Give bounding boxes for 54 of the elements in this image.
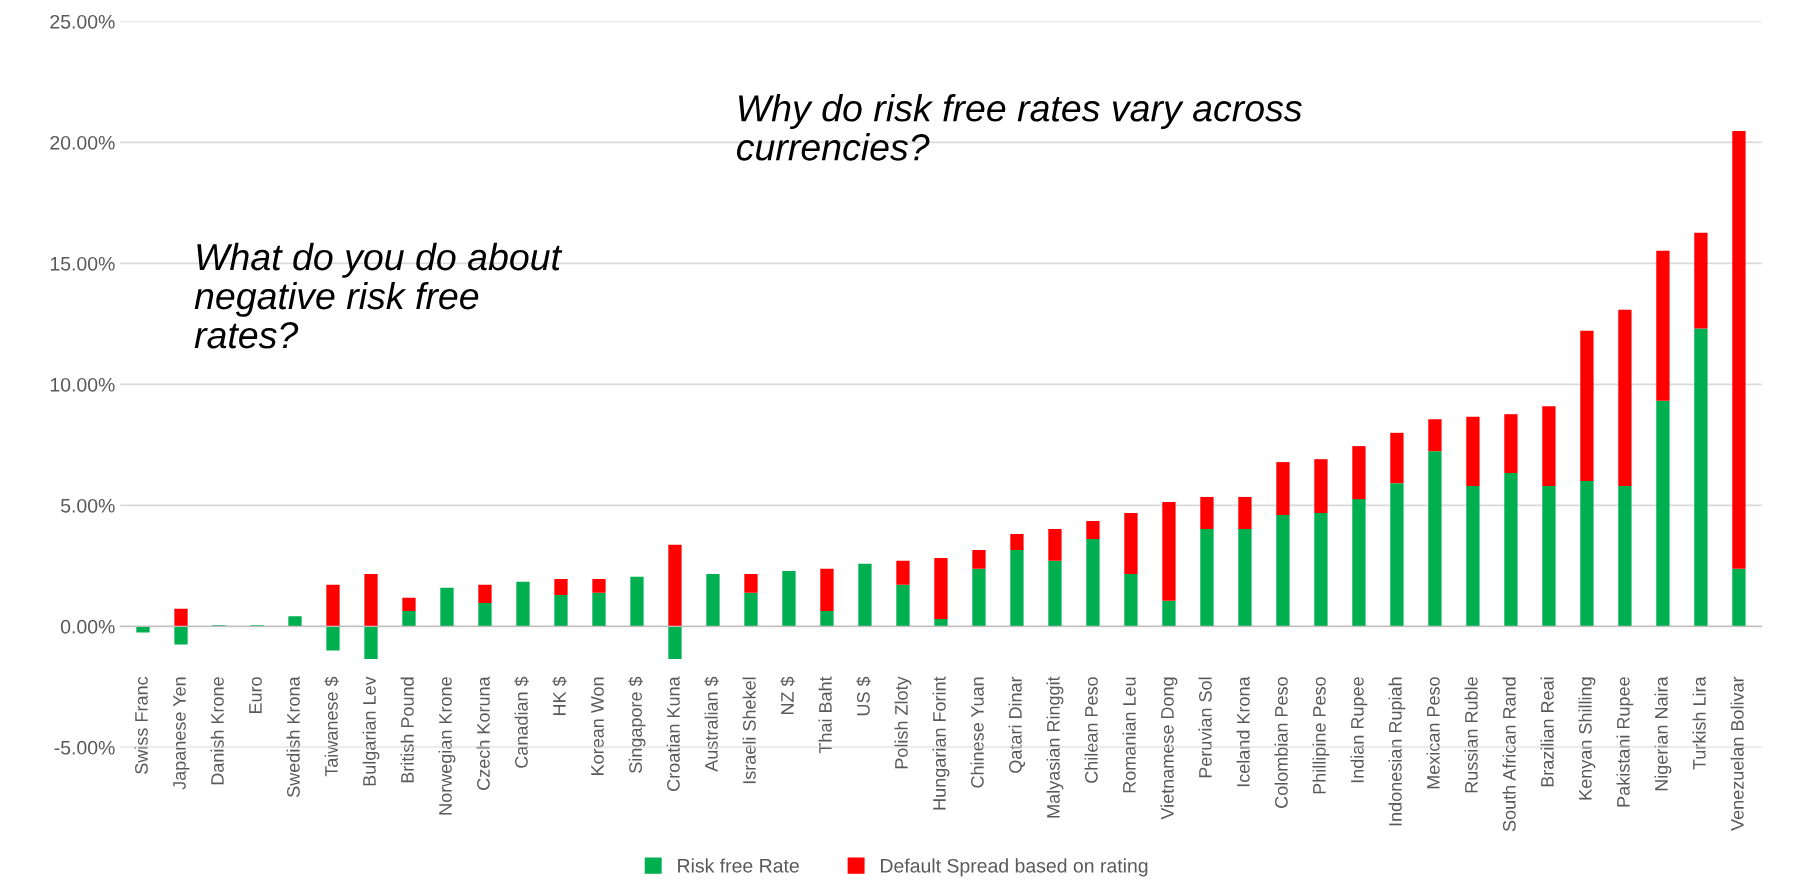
annotation: Why do risk free rates vary across currencies? (736, 94, 1302, 161)
x-tick-label: Iceland Krona (1236, 676, 1250, 787)
y-tick-label: 5.00% (60, 498, 115, 513)
annotation: What do you do about negative risk free rates? (194, 242, 563, 349)
x-tick-label: Croatian Kuna (666, 676, 680, 791)
x-tick-label: Nigerian Naira (1654, 676, 1672, 791)
x-tick-label: Kenyan Shilling (1578, 677, 1596, 800)
x-tick-label: Euro (249, 677, 262, 714)
y-tick-label: 0.00% (60, 619, 115, 634)
x-tick-label: Australian $ (704, 676, 719, 772)
x-tick-label: Venezuelan Bolivar (1730, 676, 1744, 831)
x-tick-label: Indian Rupee (1350, 677, 1368, 783)
x-tick-label: Swedish Krona (286, 676, 300, 798)
x-tick-label: Vietnamese Dong (1160, 677, 1178, 820)
x-tick-label: Thai Baht (818, 676, 832, 754)
x-tick-label: US $ (856, 676, 871, 716)
y-tick-label: 20.00% (50, 135, 115, 150)
x-tick-label: Canadian $ (514, 676, 529, 768)
x-tick-label: Chinese Yuan (970, 677, 984, 788)
x-tick-label: Israeli Shekel (742, 677, 756, 784)
x-tick-label: NZ $ (780, 676, 795, 715)
x-tick-label: Indonesian Rupiah (1388, 677, 1406, 826)
legend-label: Risk free Rate (678, 858, 799, 873)
x-tick-label: Malyasian Ringgit (1046, 676, 1064, 818)
y-tick-label: -5.00% (54, 740, 115, 755)
x-tick-label: Phillipine Peso (1312, 677, 1330, 794)
x-tick-label: Norwegian Krone (438, 677, 456, 815)
x-tick-label: Korean Won (591, 677, 604, 775)
x-tick-label: Czech Koruna (476, 676, 490, 790)
x-tick-label: Qatari Dinar (1008, 676, 1026, 773)
x-tick-label: Taiwanese $ (324, 676, 339, 777)
x-tick-label: HK $ (552, 676, 567, 716)
y-tick-label: 10.00% (50, 377, 115, 392)
x-tick-label: Swiss Franc (134, 676, 148, 774)
x-tick-label: Danish Krone (210, 677, 224, 785)
x-tick-label: British Pound (400, 677, 414, 783)
x-tick-label: Brazilian Reai (1540, 677, 1554, 787)
x-tick-label: Japanese Yen (173, 677, 190, 790)
x-tick-label: Chilean Peso (1084, 677, 1098, 783)
x-tick-label: Bulgarian Lev (362, 676, 380, 786)
x-tick-label: Peruvian Sol (1198, 677, 1212, 778)
x-tick-label: Polish Zloty (894, 676, 912, 769)
y-tick-label: 15.00% (50, 256, 115, 271)
x-tick-label: Hungarian Forint (932, 676, 950, 810)
x-tick-label: Romanian Leu (1122, 677, 1136, 793)
legend-label: Default Spread based on rating (881, 858, 1148, 877)
x-tick-label: Singapore $ (628, 676, 646, 773)
x-tick-label: Turkish Lira (1692, 676, 1706, 770)
x-tick-label: Mexican Peso (1426, 677, 1440, 789)
y-tick-label: 25.00% (50, 14, 115, 29)
x-tick-label: South African Rand (1502, 677, 1516, 832)
x-tick-label: Colombian Peso (1274, 677, 1288, 808)
x-tick-label: Pakistani Rupee (1616, 677, 1634, 807)
x-tick-label: Russian Ruble (1464, 677, 1478, 793)
